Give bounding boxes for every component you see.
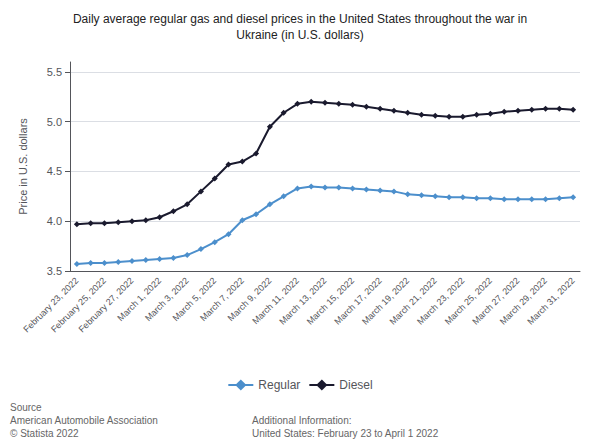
svg-text:4.5: 4.5 xyxy=(47,165,62,177)
svg-text:Ukraine (in U.S. dollars): Ukraine (in U.S. dollars) xyxy=(236,28,363,42)
svg-text:American Automobile Associatio: American Automobile Association xyxy=(10,415,158,426)
svg-text:March 7, 2022: March 7, 2022 xyxy=(198,275,246,324)
svg-text:March 13, 2022: March 13, 2022 xyxy=(277,275,328,326)
svg-text:March 1, 2022: March 1, 2022 xyxy=(115,275,164,324)
svg-text:Regular: Regular xyxy=(258,378,300,392)
svg-text:February 25, 2022: February 25, 2022 xyxy=(49,275,108,335)
svg-text:March 15, 2022: March 15, 2022 xyxy=(305,275,356,326)
svg-text:March 5, 2022: March 5, 2022 xyxy=(170,275,219,324)
svg-text:March 27, 2022: March 27, 2022 xyxy=(470,275,521,326)
svg-text:Price in U.S. dollars: Price in U.S. dollars xyxy=(17,118,29,215)
svg-text:March 9, 2022: March 9, 2022 xyxy=(225,275,274,324)
svg-text:4.0: 4.0 xyxy=(47,215,62,227)
svg-text:March 21, 2022: March 21, 2022 xyxy=(388,275,439,326)
svg-text:March 3, 2022: March 3, 2022 xyxy=(143,275,191,324)
svg-text:3.5: 3.5 xyxy=(47,265,62,277)
svg-text:February 27, 2022: February 27, 2022 xyxy=(76,275,136,335)
svg-text:March 17, 2022: March 17, 2022 xyxy=(332,275,383,326)
svg-text:March 19, 2022: March 19, 2022 xyxy=(360,275,411,326)
svg-text:United States: February 23 to: United States: February 23 to April 1 20… xyxy=(252,428,439,439)
svg-text:Additional Information:: Additional Information: xyxy=(252,415,352,426)
svg-text:March 29, 2022: March 29, 2022 xyxy=(498,275,549,326)
svg-text:5.5: 5.5 xyxy=(47,66,62,78)
svg-text:© Statista 2022: © Statista 2022 xyxy=(10,428,79,439)
svg-text:Diesel: Diesel xyxy=(339,378,372,392)
svg-text:5.0: 5.0 xyxy=(47,116,62,128)
svg-text:March 31, 2022: March 31, 2022 xyxy=(525,275,576,326)
svg-text:March 11, 2022: March 11, 2022 xyxy=(250,275,301,326)
svg-text:March 23, 2022: March 23, 2022 xyxy=(415,275,466,326)
svg-text:Source: Source xyxy=(10,402,42,413)
svg-text:March 25, 2022: March 25, 2022 xyxy=(443,275,494,326)
svg-text:Daily average regular gas and: Daily average regular gas and diesel pri… xyxy=(73,12,527,26)
svg-text:February 23, 2022: February 23, 2022 xyxy=(21,275,81,335)
